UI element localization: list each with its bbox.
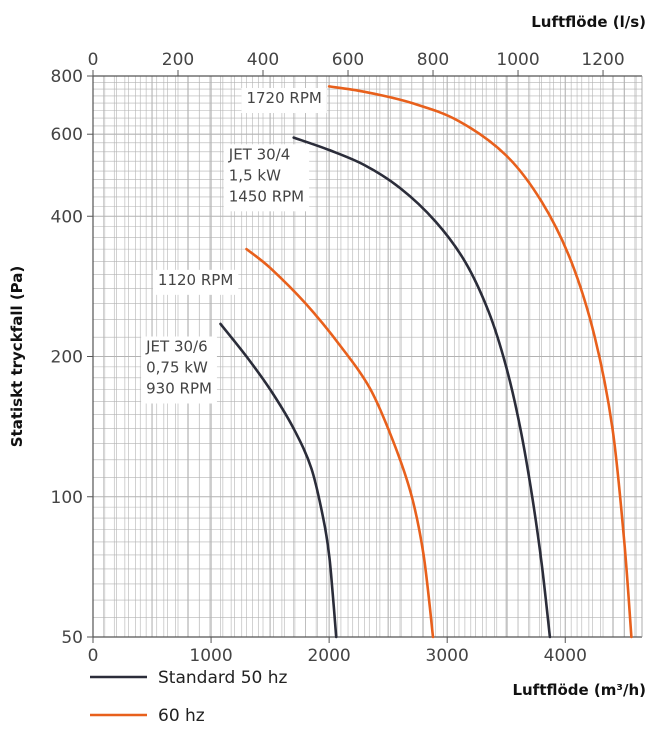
bottom-axis-title: Luftflöde (m³/h) xyxy=(512,681,646,699)
x-tick-label: 0 xyxy=(88,646,99,666)
series-line-jet306_930 xyxy=(219,322,338,639)
annotation-rpm1120: 1120 RPM xyxy=(152,269,239,295)
x2-tick-label: 600 xyxy=(332,50,364,70)
y-tick-label: 600 xyxy=(51,125,83,145)
x2-tick-label: 1200 xyxy=(581,50,624,70)
x-tick-label: 3000 xyxy=(426,646,469,666)
annotation-bg xyxy=(141,336,217,404)
x-tick-label: 4000 xyxy=(544,646,587,666)
top-axis-title: Luftflöde (l/s) xyxy=(531,13,646,31)
legend: Standard 50 hz 60 hz xyxy=(90,668,288,726)
x2-tick-label: 400 xyxy=(247,50,279,70)
annotation-jet304: JET 30/4 1,5 kW 1450 RPM xyxy=(223,144,310,212)
annotation-bg xyxy=(241,88,327,114)
annotation-rpm1720: 1720 RPM xyxy=(241,88,327,114)
y-tick-label: 800 xyxy=(51,67,83,87)
annotation-text: 930 RPM xyxy=(146,380,212,398)
y-tick-label: 400 xyxy=(51,207,83,227)
y-tick-label: 50 xyxy=(61,628,83,648)
tick-labels: 0 1000 2000 3000 4000 0 200 400 600 800 1000 1200 50… xyxy=(51,50,625,666)
annotation-text: 1450 RPM xyxy=(229,187,304,205)
annotation-text: 0,75 kW xyxy=(146,359,208,377)
legend-label-standard: Standard 50 hz xyxy=(158,668,288,688)
x-tick-label: 1000 xyxy=(189,646,232,666)
x2-tick-label: 800 xyxy=(417,50,449,70)
annotation-text: 1720 RPM xyxy=(246,89,321,107)
series-line-jet304_1720 xyxy=(327,85,633,639)
annotation-bg xyxy=(223,144,310,212)
x2-tick-label: 0 xyxy=(88,50,99,70)
series-line-jet306_1120 xyxy=(245,247,435,639)
legend-label-60hz: 60 hz xyxy=(158,706,205,726)
x2-tick-label: 1000 xyxy=(496,50,539,70)
annotation-text: JET 30/6 xyxy=(145,338,208,356)
series-curves xyxy=(219,85,633,639)
curve-annotations: 1720 RPM JET 30/4 1,5 kW 1450 RPM 1120 RPM JE… xyxy=(141,88,327,404)
x2-tick-label: 200 xyxy=(162,50,194,70)
annotation-text: 1120 RPM xyxy=(158,271,233,289)
annotation-text: 1,5 kW xyxy=(229,166,281,184)
annotation-jet306: JET 30/6 0,75 kW 930 RPM xyxy=(141,336,217,404)
x-tick-label: 2000 xyxy=(307,646,350,666)
y-axis-title: Statiskt tryckfall (Pa) xyxy=(8,266,26,448)
series-line-jet304_1450 xyxy=(292,136,552,639)
y-tick-label: 200 xyxy=(51,348,83,368)
y-tick-label: 100 xyxy=(51,488,83,508)
annotation-bg xyxy=(152,269,239,295)
annotation-text: JET 30/4 xyxy=(228,145,291,163)
